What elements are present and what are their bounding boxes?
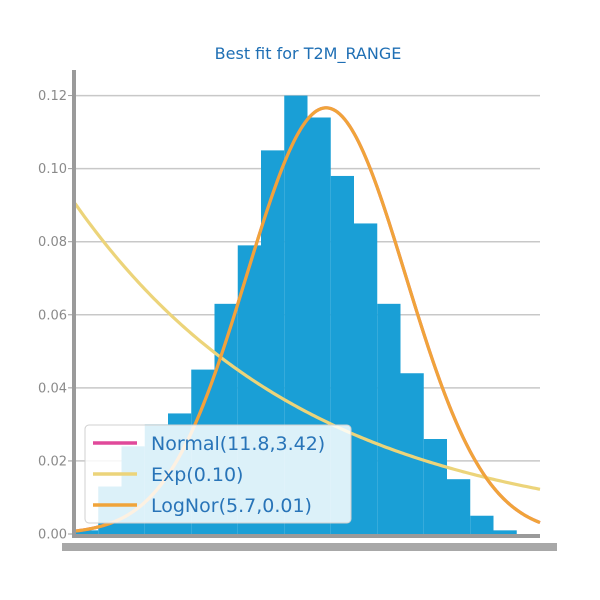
axes — [62, 70, 557, 551]
x-axis-spine — [72, 534, 540, 538]
y-tick-label: 0.12 — [38, 89, 67, 104]
y-tick-label: 0.10 — [38, 162, 67, 177]
histogram-bar — [284, 95, 308, 535]
histogram-bar — [423, 439, 447, 534]
histogram-bar — [75, 530, 99, 534]
legend-label: LogNor(5.7,0.01) — [151, 495, 312, 517]
histogram-bar — [377, 303, 401, 534]
y-tick-label: 0.08 — [38, 235, 67, 250]
histogram-bar — [493, 530, 517, 534]
fit-curve — [73, 202, 541, 491]
histogram-bar — [447, 479, 471, 534]
legend-label: Normal(11.8,3.42) — [151, 433, 325, 455]
x-tick-labels-block — [62, 543, 557, 551]
y-tick-labels: 0.00 0.02 0.04 0.06 0.08 0.10 0.12 — [38, 89, 72, 543]
histogram-bar — [470, 515, 494, 534]
y-tick-label: 0.06 — [38, 308, 67, 323]
chart-title: Best fit for T2M_RANGE — [215, 44, 402, 64]
y-tick-label: 0.00 — [38, 528, 67, 543]
histogram-bar — [400, 373, 424, 534]
legend-label: Exp(0.10) — [151, 464, 243, 486]
y-axis-spine — [72, 70, 76, 536]
histogram-bar — [354, 223, 378, 534]
y-tick-label: 0.04 — [38, 381, 67, 396]
legend: Normal(11.8,3.42) Exp(0.10) LogNor(5.7,0.0… — [84, 424, 352, 524]
legend-box — [84, 424, 352, 524]
y-tick-label: 0.02 — [38, 454, 67, 469]
